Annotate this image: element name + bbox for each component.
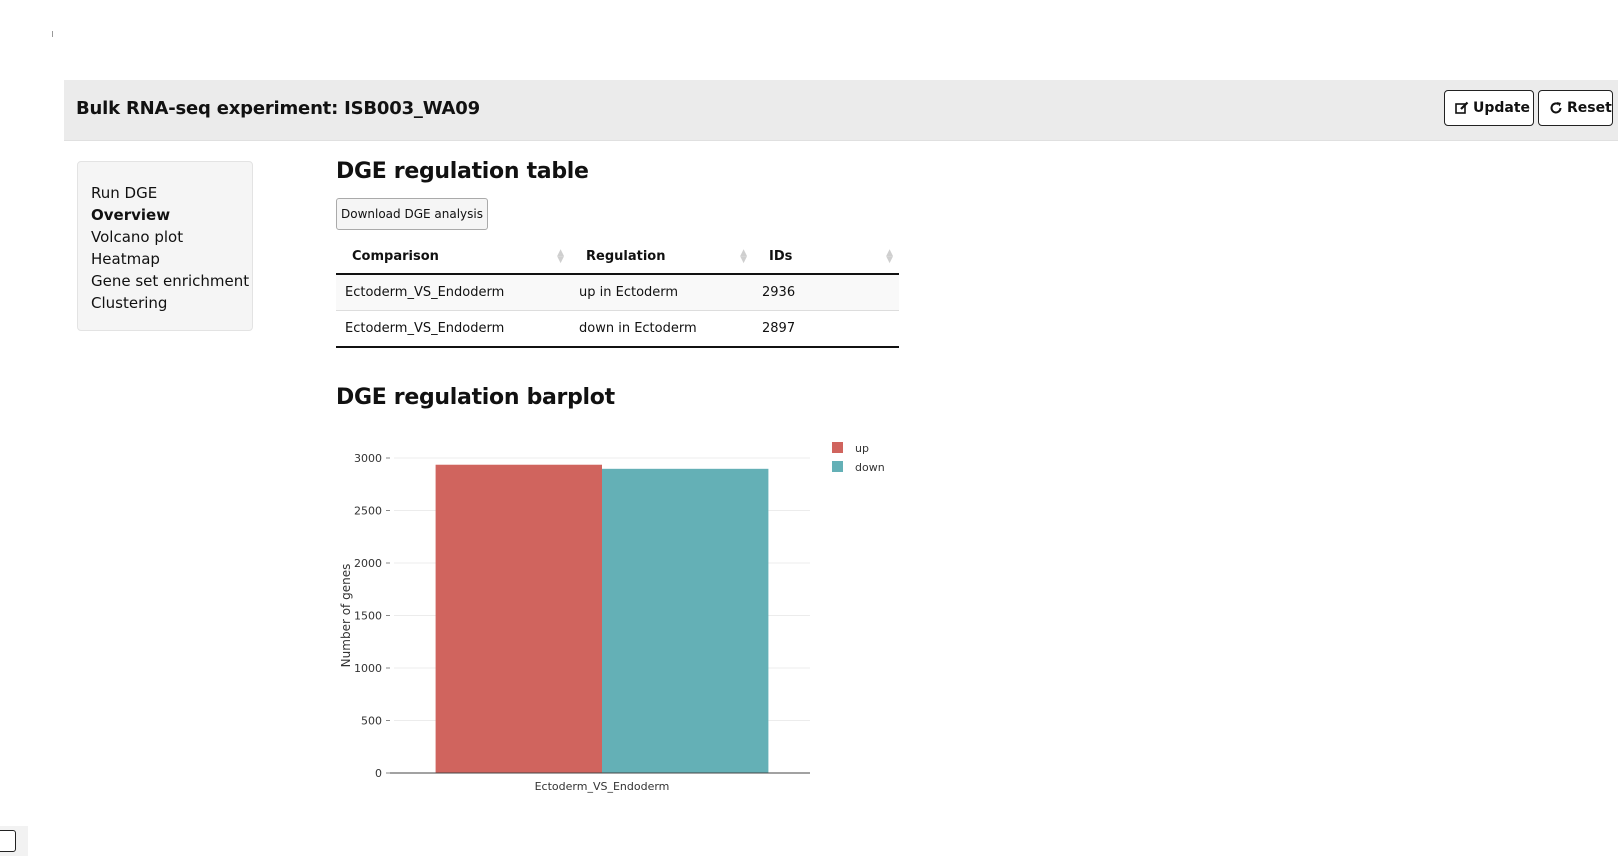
sort-icon: ▲ ▼: [740, 248, 747, 265]
dge-regulation-table: Comparison ▲ ▼ Regulation ▲ ▼ IDs ▲ ▼ Ectod…: [336, 240, 899, 348]
cell-regulation: down in Ectoderm: [570, 310, 753, 348]
column-header-label: IDs: [769, 249, 793, 264]
sidebar-nav: Run DGE Overview Volcano plot Heatmap Ge…: [77, 161, 253, 331]
sidebar-item-gene-set-enrichment[interactable]: Gene set enrichment: [91, 272, 250, 290]
refresh-icon: [1549, 101, 1563, 115]
download-dge-button[interactable]: Download DGE analysis: [336, 198, 488, 230]
cell-comparison: Ectoderm_VS_Endoderm: [336, 274, 570, 311]
sidebar-item-overview[interactable]: Overview: [91, 206, 171, 224]
edit-icon: [1455, 101, 1469, 115]
reset-label: Reset: [1567, 100, 1612, 116]
table-row: Ectoderm_VS_Endoderm up in Ectoderm 2936: [336, 274, 899, 311]
table-section-title: DGE regulation table: [336, 159, 589, 184]
dge-regulation-barplot: 0 500 1000 1500 2000 2500 3000 Ectoderm_VS_Endo…: [336, 437, 896, 797]
cell-comparison: Ectoderm_VS_Endoderm: [336, 310, 570, 348]
y-tick-label: 2000: [354, 557, 382, 570]
column-header-comparison[interactable]: Comparison ▲ ▼: [336, 240, 570, 275]
cell-ids: 2897: [753, 310, 899, 348]
column-header-label: Comparison: [352, 249, 439, 264]
update-label: Update: [1473, 100, 1531, 116]
y-axis-label: Number of genes: [339, 564, 353, 668]
update-button[interactable]: Update: [1444, 90, 1534, 126]
legend-label-up: up: [855, 442, 869, 455]
barplot-section-title: DGE regulation barplot: [336, 385, 615, 410]
y-tick-label: 1500: [354, 610, 382, 623]
sidebar-item-heatmap[interactable]: Heatmap: [91, 250, 160, 268]
bar-down: [602, 468, 769, 773]
y-tick-label: 3000: [354, 452, 382, 465]
sidebar-item-run-dge[interactable]: Run DGE: [91, 184, 158, 202]
legend-swatch-up: [832, 442, 843, 453]
table-row: Ectoderm_VS_Endoderm down in Ectoderm 28…: [336, 310, 899, 348]
barplot-svg: 0 500 1000 1500 2000 2500 3000 Ectoderm_VS_Endo…: [339, 442, 885, 793]
sort-icon: ▲ ▼: [557, 248, 564, 265]
column-header-label: Regulation: [586, 249, 666, 264]
column-header-regulation[interactable]: Regulation ▲ ▼: [570, 240, 753, 275]
y-tick-label: 500: [361, 715, 382, 728]
y-tick-label: 2500: [354, 505, 382, 518]
corner-toggle-button[interactable]: [0, 830, 16, 852]
cell-ids: 2936: [753, 274, 899, 311]
y-tick-label: 0: [375, 767, 382, 780]
x-tick-label: Ectoderm_VS_Endoderm: [535, 780, 670, 793]
legend-swatch-down: [832, 461, 843, 472]
corner-panel: [0, 826, 28, 856]
sidebar-item-volcano-plot[interactable]: Volcano plot: [91, 228, 184, 246]
sidebar-item-clustering[interactable]: Clustering: [91, 294, 168, 312]
legend-label-down: down: [855, 461, 885, 474]
y-tick-label: 1000: [354, 662, 382, 675]
app-header: Bulk RNA-seq experiment: ISB003_WA09 Upd…: [64, 80, 1618, 141]
sort-icon: ▲ ▼: [886, 248, 893, 265]
bar-up: [435, 464, 602, 773]
reset-button[interactable]: Reset: [1538, 90, 1613, 126]
experiment-title: Bulk RNA-seq experiment: ISB003_WA09: [76, 98, 480, 119]
column-header-ids[interactable]: IDs ▲ ▼: [753, 240, 899, 275]
cell-regulation: up in Ectoderm: [570, 274, 753, 311]
window-tick-mark: [52, 31, 53, 37]
